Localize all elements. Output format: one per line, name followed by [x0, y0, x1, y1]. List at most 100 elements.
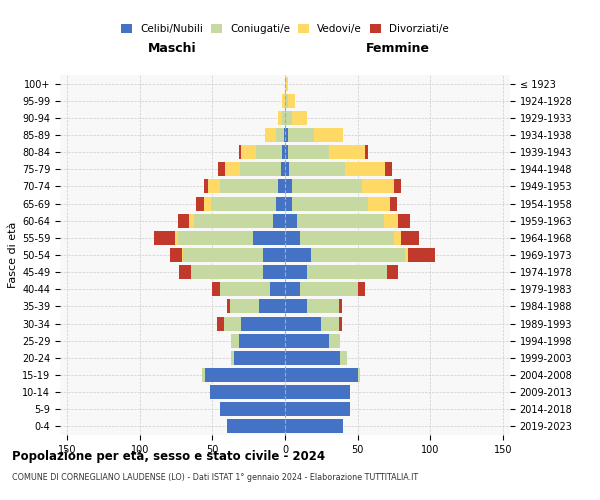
Bar: [271, 282, 285, 296]
Bar: [184, 248, 263, 262]
Bar: [263, 248, 285, 262]
Bar: [368, 196, 389, 210]
Text: COMUNE DI CORNEGLIANO LAUDENSE (LO) - Dati ISTAT 1° gennaio 2024 - Elaborazione : COMUNE DI CORNEGLIANO LAUDENSE (LO) - Da…: [12, 472, 418, 482]
Bar: [239, 145, 241, 159]
Bar: [285, 300, 307, 314]
Bar: [196, 196, 204, 210]
Bar: [240, 162, 281, 176]
Text: Femmine: Femmine: [365, 42, 430, 55]
Text: Popolazione per età, sesso e stato civile - 2024: Popolazione per età, sesso e stato civil…: [12, 450, 325, 463]
Bar: [307, 300, 339, 314]
Bar: [358, 282, 365, 296]
Bar: [224, 316, 241, 330]
Bar: [189, 214, 194, 228]
Bar: [285, 282, 299, 296]
Legend: Celibi/Nubili, Coniugati/e, Vedovi/e, Divorziati/e: Celibi/Nubili, Coniugati/e, Vedovi/e, Di…: [121, 24, 449, 34]
Bar: [292, 196, 368, 210]
Bar: [209, 385, 285, 399]
Bar: [230, 300, 259, 314]
Bar: [231, 334, 239, 347]
Bar: [307, 265, 386, 279]
Bar: [358, 368, 361, 382]
Bar: [208, 180, 220, 194]
Bar: [284, 128, 285, 142]
Bar: [384, 214, 398, 228]
Text: Maschi: Maschi: [148, 42, 197, 55]
Bar: [274, 214, 285, 228]
Bar: [227, 300, 230, 314]
Bar: [285, 265, 307, 279]
Bar: [288, 145, 329, 159]
Bar: [285, 351, 340, 365]
Bar: [285, 385, 350, 399]
Bar: [340, 351, 347, 365]
Bar: [285, 316, 321, 330]
Y-axis label: Fasce di età: Fasce di età: [8, 222, 18, 288]
Bar: [220, 402, 285, 416]
Bar: [292, 180, 362, 194]
Bar: [282, 94, 285, 108]
Bar: [285, 420, 343, 434]
Bar: [362, 180, 394, 194]
Bar: [226, 162, 240, 176]
Bar: [170, 248, 182, 262]
Bar: [314, 128, 343, 142]
Bar: [241, 145, 256, 159]
Bar: [285, 76, 288, 90]
Bar: [285, 368, 358, 382]
Bar: [217, 316, 224, 330]
Bar: [265, 128, 276, 142]
Bar: [394, 180, 401, 194]
Bar: [179, 265, 191, 279]
Bar: [344, 162, 385, 176]
Bar: [385, 162, 392, 176]
Bar: [285, 248, 311, 262]
Bar: [218, 162, 226, 176]
Bar: [259, 300, 285, 314]
Bar: [281, 162, 285, 176]
Bar: [321, 316, 339, 330]
Bar: [285, 162, 289, 176]
Bar: [276, 128, 284, 142]
Bar: [299, 282, 358, 296]
Bar: [398, 214, 410, 228]
Bar: [282, 145, 285, 159]
Bar: [311, 248, 406, 262]
Bar: [234, 351, 285, 365]
Bar: [292, 111, 307, 125]
Bar: [389, 196, 397, 210]
Bar: [288, 94, 295, 108]
Bar: [285, 196, 292, 210]
Bar: [154, 231, 175, 245]
Bar: [278, 180, 285, 194]
Bar: [231, 351, 234, 365]
Bar: [282, 111, 285, 125]
Bar: [191, 265, 263, 279]
Bar: [204, 180, 208, 194]
Bar: [205, 368, 285, 382]
Bar: [289, 162, 344, 176]
Bar: [401, 231, 419, 245]
Bar: [220, 282, 271, 296]
Bar: [296, 214, 384, 228]
Bar: [288, 128, 314, 142]
Bar: [329, 145, 365, 159]
Bar: [285, 334, 329, 347]
Bar: [409, 248, 434, 262]
Bar: [339, 316, 341, 330]
Bar: [202, 368, 205, 382]
Bar: [276, 196, 285, 210]
Bar: [285, 128, 288, 142]
Bar: [285, 214, 296, 228]
Bar: [263, 265, 285, 279]
Bar: [253, 231, 285, 245]
Bar: [204, 196, 211, 210]
Bar: [194, 214, 274, 228]
Bar: [175, 231, 178, 245]
Bar: [285, 231, 299, 245]
Bar: [241, 316, 285, 330]
Bar: [329, 334, 340, 347]
Bar: [285, 180, 292, 194]
Bar: [178, 231, 253, 245]
Bar: [299, 231, 394, 245]
